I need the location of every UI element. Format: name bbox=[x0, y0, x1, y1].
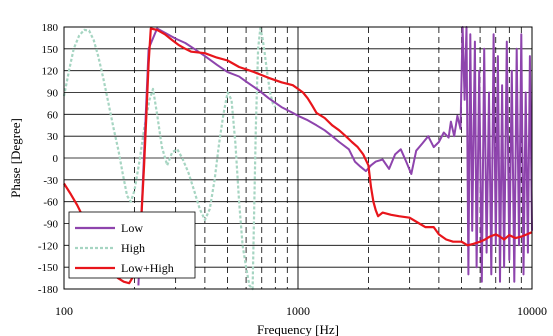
y-tick-label: -90 bbox=[43, 219, 58, 231]
x-tick-label: 1000 bbox=[286, 304, 310, 318]
x-tick-label: 10000 bbox=[517, 304, 547, 318]
x-axis-label: Frequency [Hz] bbox=[257, 322, 339, 336]
y-tick-label: 30 bbox=[47, 131, 59, 143]
series-line-low bbox=[137, 26, 533, 286]
legend: Low High Low+High bbox=[68, 211, 196, 279]
y-tick-label: 150 bbox=[42, 44, 59, 56]
legend-label-low-high: Low+High bbox=[121, 261, 174, 275]
y-axis-label: Phase [Degree] bbox=[8, 118, 23, 198]
plot-frame bbox=[63, 26, 533, 290]
y-tick-label: -180 bbox=[38, 284, 59, 296]
legend-label-high: High bbox=[121, 241, 145, 255]
y-tick-label: 90 bbox=[47, 88, 59, 100]
y-tick-label: 0 bbox=[53, 153, 59, 165]
y-tick-label: 120 bbox=[42, 66, 59, 78]
y-tick-label: 180 bbox=[42, 22, 59, 34]
y-tick-label: -60 bbox=[43, 197, 58, 209]
legend-label-low: Low bbox=[121, 221, 143, 235]
x-tick-label: 100 bbox=[55, 304, 73, 318]
y-tick-labels: 180 150 120 90 60 30 0 -30 -60 -90 -120 -150 -180 bbox=[38, 22, 59, 296]
y-tick-label: -120 bbox=[38, 240, 59, 252]
x-tick-labels: 100 1000 10000 bbox=[55, 304, 547, 318]
y-tick-label: 60 bbox=[47, 109, 59, 121]
y-tick-label: -150 bbox=[38, 262, 59, 274]
series-line-high bbox=[62, 27, 277, 291]
y-tick-label: -30 bbox=[43, 175, 58, 187]
